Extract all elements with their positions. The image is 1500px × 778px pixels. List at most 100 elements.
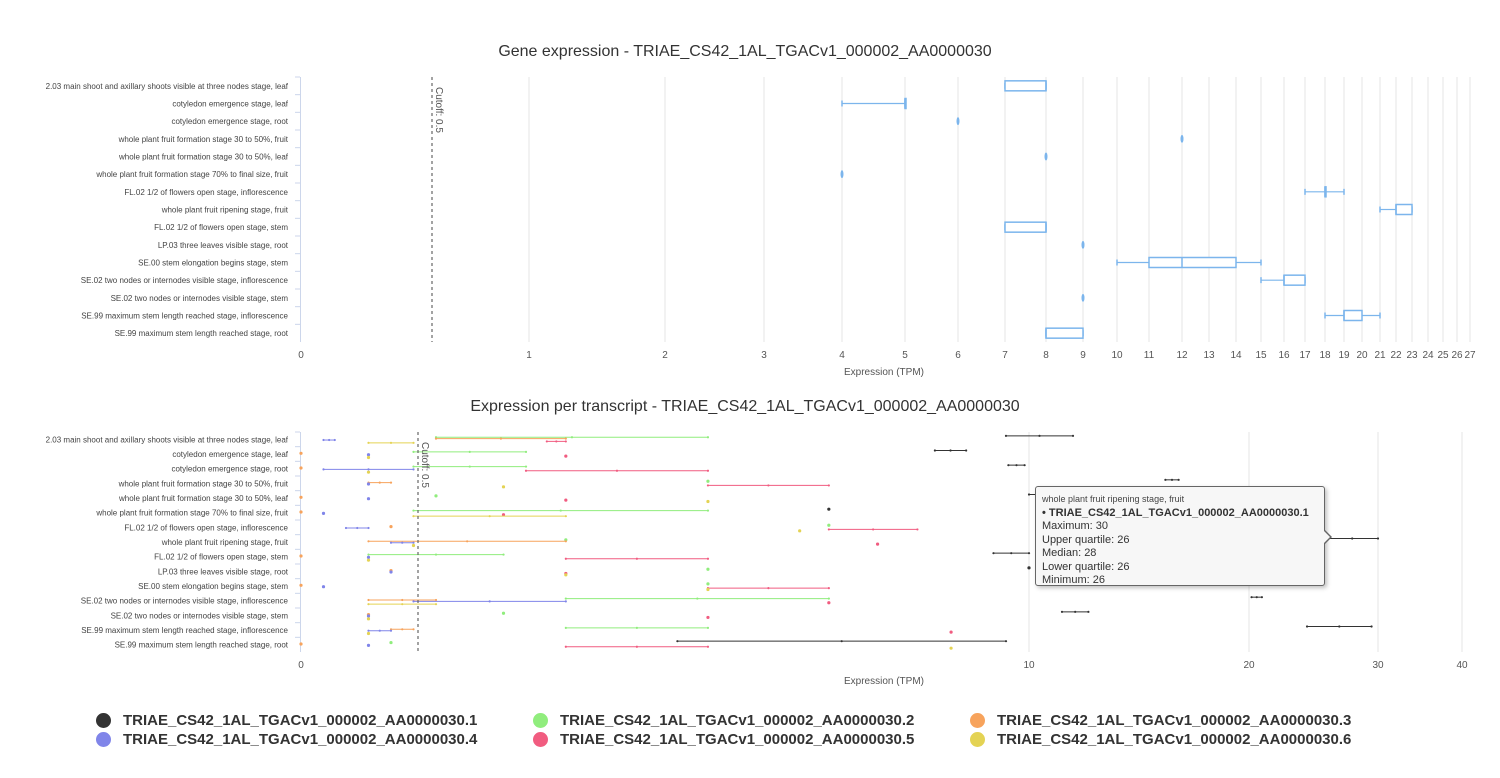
chart2-point[interactable] — [366, 614, 371, 618]
chart1-box[interactable] — [1081, 293, 1085, 302]
chart2-point[interactable] — [706, 567, 710, 571]
chart2-series-1-range[interactable] — [1250, 596, 1263, 599]
chart2-point[interactable] — [366, 455, 371, 460]
chart2-series-3-range[interactable] — [299, 466, 303, 470]
chart1-box[interactable] — [956, 117, 960, 126]
chart2-series-5-range[interactable] — [827, 601, 831, 605]
chart2-point[interactable] — [564, 454, 568, 458]
chart2-series-2-range[interactable] — [706, 567, 710, 571]
chart1-box-body[interactable] — [1004, 221, 1047, 233]
chart2-series-6-range[interactable] — [366, 631, 371, 636]
chart1-box[interactable] — [1304, 186, 1345, 198]
chart2-point[interactable] — [798, 529, 802, 533]
chart2-point[interactable] — [827, 507, 831, 511]
chart2-series-2-range[interactable] — [827, 523, 831, 527]
chart2-series-4-range[interactable] — [366, 482, 371, 486]
chart2-point[interactable] — [1027, 566, 1031, 570]
chart2-series-5-range[interactable] — [564, 454, 568, 458]
chart2-series-4-range[interactable] — [321, 585, 326, 589]
chart2-series-5-range[interactable] — [564, 645, 710, 648]
chart2-series-1-range[interactable] — [827, 507, 831, 511]
chart2-series-4-range[interactable] — [366, 643, 371, 647]
chart1-box[interactable] — [841, 97, 907, 110]
chart2-series-4-range[interactable] — [322, 438, 336, 442]
chart1-box-point[interactable] — [1081, 240, 1085, 249]
chart2-series-6-range[interactable] — [366, 455, 371, 460]
chart1-box-body[interactable] — [1004, 80, 1047, 92]
chart2-series-3-range[interactable] — [299, 642, 303, 646]
chart2-series-5-range[interactable] — [564, 498, 568, 502]
chart2-series-6-range[interactable] — [366, 558, 371, 562]
chart2-series-1-range[interactable] — [992, 552, 1031, 555]
chart1-box-point[interactable] — [840, 170, 844, 179]
chart2-series-2-range[interactable] — [367, 553, 505, 556]
chart1-box[interactable] — [1324, 309, 1381, 322]
chart2-series-6-range[interactable] — [366, 617, 371, 621]
chart2-point[interactable] — [366, 617, 371, 621]
chart2-series-4-range[interactable] — [412, 600, 567, 603]
chart2-series-6-range[interactable] — [366, 470, 371, 474]
chart2-point[interactable] — [564, 498, 568, 502]
chart2-point[interactable] — [366, 497, 371, 501]
chart2-point[interactable] — [299, 554, 303, 558]
chart2-series-1-range[interactable] — [676, 640, 1008, 643]
legend-item-1[interactable]: TRIAE_CS42_1AL_TGACv1_000002_AA0000030.1 — [96, 712, 477, 729]
chart1-box[interactable] — [1260, 274, 1306, 286]
chart2-series-2-range[interactable] — [389, 640, 393, 645]
chart2-series-5-range[interactable] — [706, 615, 710, 620]
chart2-point[interactable] — [706, 587, 710, 592]
chart2-point[interactable] — [366, 631, 371, 636]
chart2-series-3-range[interactable] — [299, 451, 303, 455]
chart1-box[interactable] — [840, 170, 844, 179]
chart2-series-4-range[interactable] — [321, 511, 326, 515]
chart2-point[interactable] — [321, 585, 326, 589]
chart2-series-5-range[interactable] — [501, 513, 506, 517]
chart2-series-3-range[interactable] — [389, 525, 393, 529]
chart1-box[interactable] — [1044, 152, 1048, 161]
chart2-point[interactable] — [299, 583, 303, 587]
chart2-point[interactable] — [366, 470, 371, 474]
chart1-box-body[interactable] — [1283, 274, 1306, 286]
chart2-series-2-range[interactable] — [412, 465, 528, 468]
chart2-point[interactable] — [299, 466, 303, 470]
chart2-point[interactable] — [706, 582, 710, 586]
chart2-series-3-range[interactable] — [299, 583, 303, 587]
chart2-point[interactable] — [501, 485, 506, 489]
chart2-series-2-range[interactable] — [564, 597, 830, 600]
chart2-point[interactable] — [389, 570, 393, 574]
chart1-box-point[interactable] — [1081, 293, 1085, 302]
chart2-series-2-range[interactable] — [412, 509, 710, 512]
chart2-series-1-range[interactable] — [933, 449, 968, 452]
chart2-series-4-range[interactable] — [389, 541, 415, 544]
chart2-series-6-range[interactable] — [706, 587, 710, 592]
chart2-point[interactable] — [706, 479, 710, 483]
chart2-series-3-range[interactable] — [367, 481, 393, 484]
chart2-series-3-range[interactable] — [367, 598, 438, 602]
chart2-series-5-range[interactable] — [564, 557, 710, 560]
chart2-series-2-range[interactable] — [706, 479, 710, 483]
chart2-series-2-range[interactable] — [434, 436, 710, 439]
chart1-box-body[interactable] — [1045, 327, 1084, 339]
chart2-series-3-range[interactable] — [434, 437, 567, 440]
chart2-point[interactable] — [501, 611, 506, 615]
chart2-point[interactable] — [299, 451, 303, 455]
chart2-series-2-range[interactable] — [501, 611, 506, 615]
chart1-box[interactable] — [1004, 221, 1047, 233]
chart2-series-1-range[interactable] — [1325, 537, 1380, 540]
chart2-series-6-range[interactable] — [412, 515, 567, 518]
chart2-series-4-range[interactable] — [366, 453, 371, 457]
chart2-series-5-range[interactable] — [949, 630, 953, 634]
chart1-box-point[interactable] — [1044, 152, 1048, 161]
chart2-series-1-range[interactable] — [1004, 434, 1075, 437]
chart2-series-1-range[interactable] — [1027, 566, 1031, 570]
chart2-series-3-range[interactable] — [299, 554, 303, 558]
chart2-point[interactable] — [411, 543, 416, 548]
chart2-series-4-range[interactable] — [389, 570, 393, 574]
chart2-point[interactable] — [366, 643, 371, 647]
chart2-series-4-range[interactable] — [367, 629, 393, 632]
chart1-box[interactable] — [1045, 327, 1084, 339]
chart2-series-6-range[interactable] — [949, 646, 953, 650]
legend-item-4[interactable]: TRIAE_CS42_1AL_TGACv1_000002_AA0000030.4 — [96, 731, 477, 748]
chart2-point[interactable] — [366, 558, 371, 562]
chart2-series-4-range[interactable] — [344, 526, 370, 530]
